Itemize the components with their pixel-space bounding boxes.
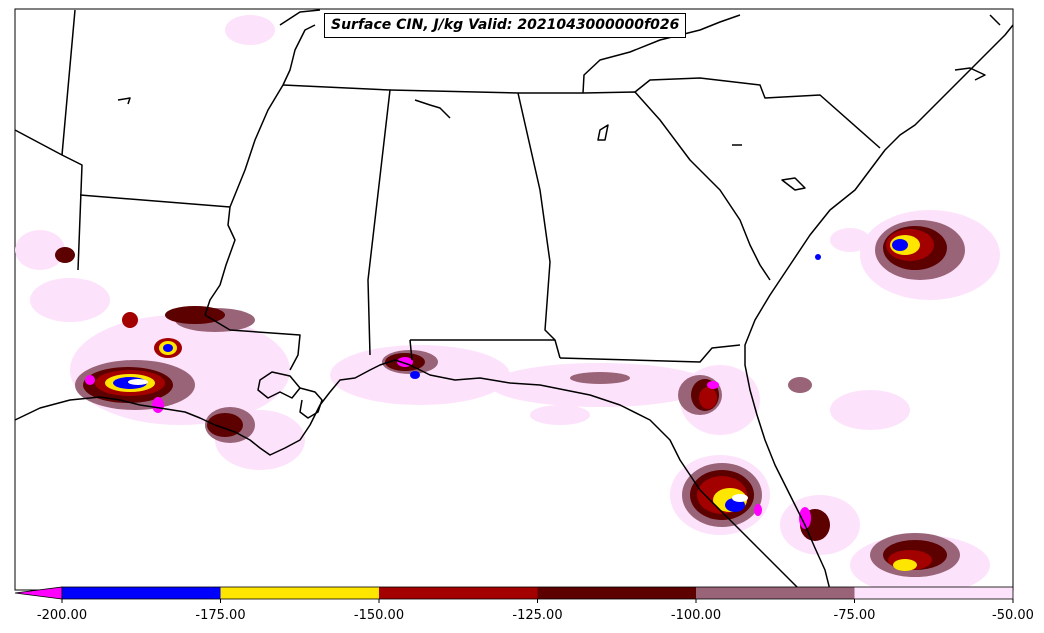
cin-contours [15,15,1000,595]
boundaries [14,9,1014,591]
map-title: Surface CIN, J/kg Valid: 2021043000000f0… [324,13,687,38]
colorbar-bin [696,587,855,599]
colorbar [14,586,1014,603]
colorbar-bin [220,587,379,599]
colorbar-bin [62,587,221,599]
colorbar-tick-label: -50.00 [992,608,1034,623]
colorbar-bin [854,587,1013,599]
colorbar-tick-label: -175.00 [195,608,246,623]
colorbar-tick-label: -200.00 [36,608,88,623]
colorbar-tick-label: -150.00 [353,608,405,623]
map-frame [14,8,1014,591]
colorbar-bin [537,587,696,599]
colorbar-tick-label: -100.00 [670,608,722,623]
colorbar-tick-label: -75.00 [833,608,876,623]
colorbar-tick-label: -125.00 [512,608,563,623]
colorbar-bin [379,587,538,599]
